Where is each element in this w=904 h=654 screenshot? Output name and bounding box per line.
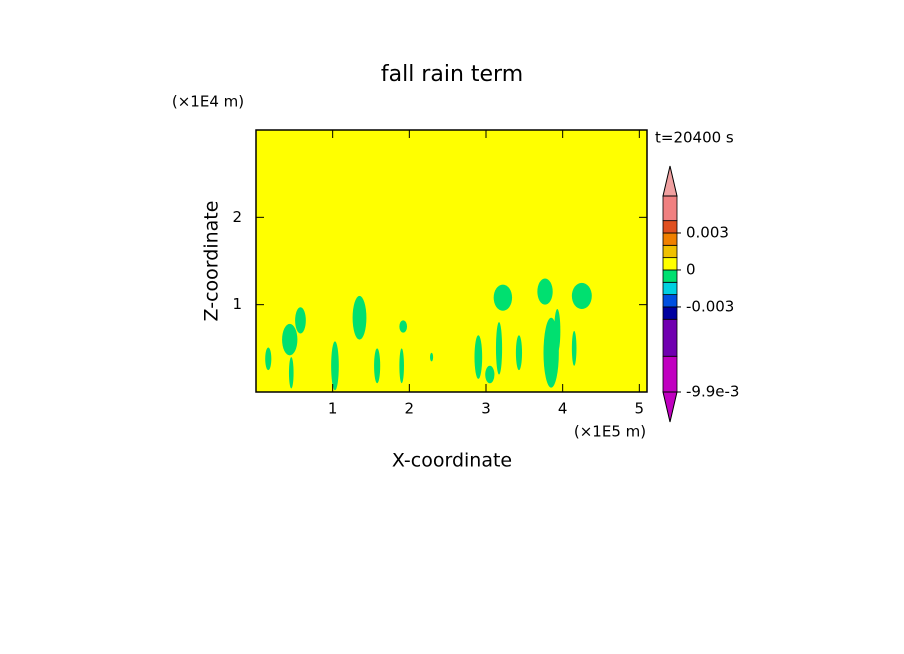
rain-patch: [352, 295, 367, 340]
colorbar-extend-high: [662, 165, 678, 197]
plot-background: [256, 130, 647, 392]
chart-title: fall rain term: [381, 62, 523, 87]
rain-patch: [288, 357, 294, 389]
rain-patch: [571, 282, 592, 310]
rain-patch: [265, 347, 272, 371]
colorbar-cell: [662, 244, 678, 259]
x-tick-label: 3: [481, 400, 491, 418]
rain-patch: [571, 330, 577, 366]
colorbar-cell: [662, 318, 678, 357]
rain-patch: [399, 348, 404, 384]
colorbar-cell: [662, 306, 678, 320]
rain-patch: [399, 320, 408, 333]
patches: [265, 278, 592, 391]
x-tick-label: 2: [405, 400, 415, 418]
rain-patch: [495, 322, 503, 375]
colorbar-tick-label: -9.9e-3: [686, 383, 739, 401]
colorbar-tick-label: 0.003: [686, 223, 729, 241]
rain-patch: [474, 335, 483, 379]
x-tick-label: 4: [558, 400, 568, 418]
rain-patch: [331, 341, 339, 391]
rain-patch: [485, 365, 495, 384]
x-unit: (×1E5 m): [574, 423, 646, 441]
colorbar-cell: [662, 269, 678, 283]
plot-frame: [255, 129, 648, 393]
rain-patch: [493, 284, 513, 311]
colorbar-cell: [662, 281, 678, 296]
colorbar-tick-label: 0: [686, 260, 696, 278]
annotation: t=20400 s: [655, 129, 734, 147]
rain-patch: [430, 352, 434, 362]
colorbar-cell: [662, 294, 678, 308]
rain-patch: [282, 323, 298, 356]
colorbar-cell: [662, 232, 678, 246]
x-axis-label: X-coordinate: [392, 450, 512, 472]
y-axis-label: Z-coordinate: [201, 201, 223, 322]
rain-patch: [554, 309, 561, 353]
rain-patch: [374, 348, 381, 384]
rain-patch: [537, 278, 553, 305]
y-unit: (×1E4 m): [172, 93, 244, 111]
rain-patch: [295, 307, 306, 334]
y-tick-label: 1: [232, 295, 242, 313]
colorbar-cell: [662, 257, 678, 271]
y-tick-label: 2: [232, 208, 242, 226]
colorbar-tick-label: -0.003: [686, 297, 734, 315]
colorbar-cell: [662, 220, 678, 234]
x-tick-label: 1: [328, 400, 338, 418]
x-tick-label: 5: [635, 400, 645, 418]
colorbar-cell: [662, 355, 678, 393]
rain-patch: [515, 335, 523, 371]
colorbar-extend-low: [662, 391, 678, 423]
colorbar-cell: [662, 195, 678, 222]
